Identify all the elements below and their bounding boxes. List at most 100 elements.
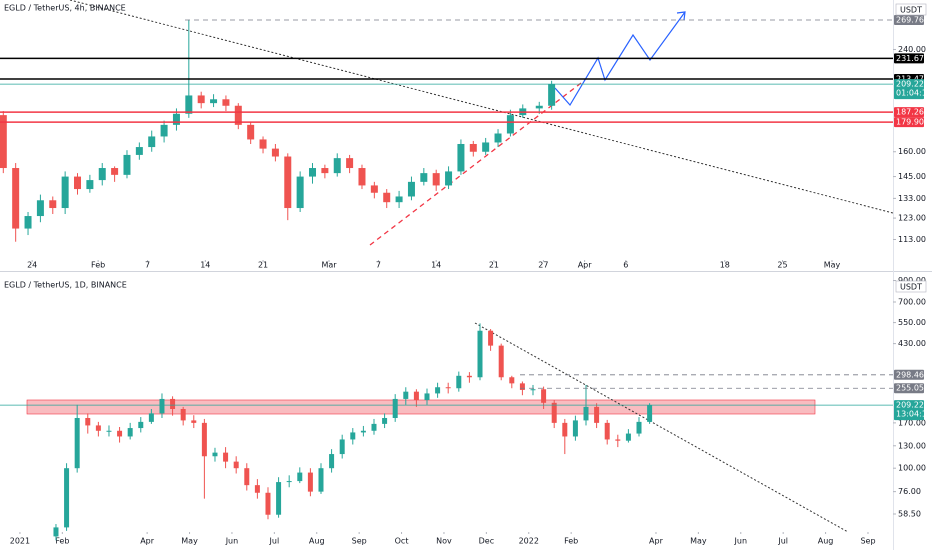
candle-body (360, 430, 366, 433)
zone (26, 399, 816, 415)
chart-title: EGLD / TetherUS, 4h, BINANCE (4, 4, 126, 13)
x-tick-label: Aug (309, 537, 325, 546)
candle-body (551, 402, 557, 423)
x-tick-label: Oct (395, 537, 409, 546)
x-tick-label: May (824, 261, 841, 270)
x-tick-label: 27 (538, 261, 548, 270)
unit-box (895, 280, 927, 293)
candle-body (358, 168, 366, 186)
candle-body (395, 196, 403, 203)
candle-body (382, 417, 388, 424)
candle-body (370, 185, 378, 193)
candle-body (647, 405, 653, 422)
candle-body (435, 387, 441, 394)
candle-body (111, 168, 119, 175)
x-tick-label: 21 (489, 261, 499, 270)
candle-body (61, 176, 69, 209)
level-tag (894, 14, 924, 25)
level-label: 209.22 (896, 80, 924, 89)
candle-body (296, 176, 304, 209)
x-tick-label: Jul (269, 537, 280, 546)
candle-body (284, 156, 292, 209)
x-tick-label: 7 (145, 261, 150, 270)
y-tick-label: 145.00 (898, 172, 926, 181)
candle-body (12, 168, 20, 229)
candle-body (123, 154, 131, 175)
candle-body (615, 439, 621, 441)
candle-body (197, 95, 205, 104)
x-tick-label: Dec (479, 537, 494, 546)
candle-body (53, 527, 59, 537)
candle-body (127, 428, 133, 437)
candle-body (333, 158, 341, 174)
trendline (369, 79, 586, 246)
y-tick-label: 700.00 (898, 297, 926, 306)
countdown: 01:04:18 (896, 89, 932, 98)
level-tag (894, 107, 924, 118)
y-tick-label: 240.00 (898, 45, 926, 54)
candle-body (98, 168, 106, 181)
candle-body (309, 168, 317, 177)
countdown: 13:04:18 (896, 410, 932, 419)
candle-body (170, 398, 176, 409)
level-label: 209.22 (896, 401, 924, 410)
projection (554, 11, 686, 107)
candle-body (572, 420, 578, 437)
candle-body (383, 192, 391, 203)
candle-body (247, 124, 255, 140)
x-tick-label: 21 (258, 261, 268, 270)
candle-body (445, 171, 453, 186)
unit: USDT (900, 283, 922, 292)
x-tick-label: Sep (860, 537, 875, 546)
candle-body (321, 168, 329, 174)
y-tick-label: 900.00 (898, 276, 926, 285)
arrow-head (676, 11, 686, 21)
x-tick-label: Jun (734, 537, 748, 546)
candle-body (223, 452, 229, 462)
y-tick-label: 58.50 (898, 509, 921, 518)
candle-body (117, 430, 123, 437)
candle-body (138, 421, 144, 429)
candle-body (286, 481, 292, 483)
candle-body (424, 393, 430, 401)
candle-body (318, 468, 324, 492)
unit: USDT (900, 6, 922, 15)
x-tick-label: 25 (777, 261, 787, 270)
candle-body (456, 375, 462, 389)
candle-body (371, 423, 377, 431)
y-tick-label: 76.00 (898, 487, 921, 496)
candle-body (307, 472, 313, 492)
level-label: 231.67 (896, 54, 924, 63)
candle-body (583, 406, 589, 421)
candle-body (604, 422, 610, 440)
y-tick-label: 130.00 (898, 441, 926, 450)
candle-body (413, 391, 419, 401)
x-tick-label: Feb (91, 261, 105, 270)
candle-body (403, 391, 409, 399)
x-tick-label: 18 (720, 261, 730, 270)
x-tick-label: Feb (564, 537, 578, 546)
x-tick-label: Aug (818, 537, 834, 546)
level-tag (894, 400, 924, 421)
level-tag (894, 383, 924, 394)
candle-body (180, 408, 186, 421)
candle-body (346, 158, 354, 169)
candle-body (49, 200, 57, 209)
candle-body (135, 147, 143, 155)
candle-body (625, 433, 631, 441)
candle-body (259, 139, 267, 149)
candle-body (222, 99, 230, 106)
candle-body (432, 173, 440, 186)
x-tick-label: 7 (376, 261, 381, 270)
x-tick-label: Nov (436, 537, 452, 546)
chart-title: EGLD / TetherUS, 1D, BINANCE (4, 281, 127, 290)
candle-body (244, 468, 250, 486)
x-tick-label: Apr (649, 537, 664, 546)
candle-body (562, 422, 568, 437)
candle-body (74, 176, 82, 190)
x-tick-label: Jul (777, 537, 788, 546)
candle-body (339, 439, 345, 455)
candle-body (445, 387, 451, 389)
candle-body (477, 330, 483, 378)
